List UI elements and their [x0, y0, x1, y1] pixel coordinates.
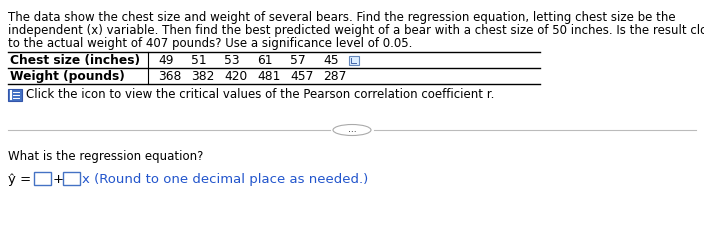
Text: to the actual weight of 407 pounds? Use a significance level of 0.05.: to the actual weight of 407 pounds? Use … [8, 37, 413, 50]
Text: 45: 45 [323, 54, 339, 67]
Text: 51: 51 [191, 54, 207, 67]
Text: 368: 368 [158, 70, 182, 83]
Text: What is the regression equation?: What is the regression equation? [8, 150, 203, 163]
Text: independent (x) variable. Then find the best predicted weight of a bear with a c: independent (x) variable. Then find the … [8, 24, 704, 37]
Text: 61: 61 [257, 54, 272, 67]
Text: 382: 382 [191, 70, 215, 83]
Text: 57: 57 [290, 54, 306, 67]
Text: ŷ =: ŷ = [8, 173, 31, 186]
Text: Click the icon to view the critical values of the Pearson correlation coefficien: Click the icon to view the critical valu… [26, 89, 494, 101]
Bar [34, 172, 51, 185]
Bar [349, 56, 359, 65]
Text: The data show the chest size and weight of several bears. Find the regression eq: The data show the chest size and weight … [8, 11, 676, 24]
Text: ...: ... [348, 125, 356, 134]
Text: 457: 457 [290, 70, 313, 83]
Bar [63, 172, 80, 185]
Ellipse shape [333, 124, 371, 135]
Text: 53: 53 [224, 54, 239, 67]
Text: 287: 287 [323, 70, 346, 83]
Text: +: + [53, 173, 64, 186]
Text: 481: 481 [257, 70, 280, 83]
Text: Chest size (inches): Chest size (inches) [10, 54, 140, 67]
Bar [8, 89, 22, 101]
Text: x (Round to one decimal place as needed.): x (Round to one decimal place as needed.… [82, 173, 368, 186]
Text: 49: 49 [158, 54, 173, 67]
Text: Weight (pounds): Weight (pounds) [10, 70, 125, 83]
Text: 420: 420 [224, 70, 247, 83]
